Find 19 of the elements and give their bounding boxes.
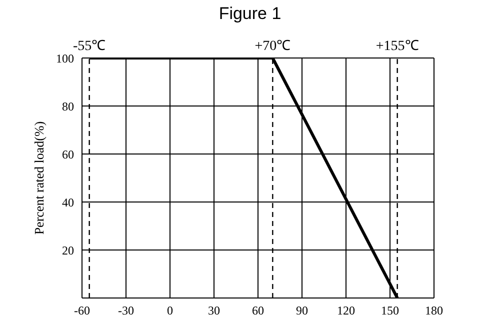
y-tick-label: 80 xyxy=(62,99,74,114)
y-tick-label: 40 xyxy=(62,195,74,210)
x-tick-label: -30 xyxy=(118,304,134,318)
x-tick-label: 120 xyxy=(337,304,355,318)
y-tick-label: 60 xyxy=(62,147,74,162)
x-tick-label: 90 xyxy=(296,304,308,318)
y-axis-title: Percent rated load(%) xyxy=(32,121,47,235)
x-tick-label: 180 xyxy=(425,304,443,318)
x-tick-label: 30 xyxy=(208,304,220,318)
ref-line-label: +155℃ xyxy=(376,39,419,54)
x-tick-label: -60 xyxy=(74,304,90,318)
x-tick-label: 60 xyxy=(252,304,264,318)
ref-line-label: +70℃ xyxy=(254,39,291,54)
x-tick-label: 0 xyxy=(167,304,173,318)
y-tick-label: 100 xyxy=(56,51,74,66)
ref-line-label: -55℃ xyxy=(72,39,106,54)
y-tick-label: 20 xyxy=(62,243,74,258)
x-tick-label: 150 xyxy=(381,304,399,318)
chart-title: Figure 1 xyxy=(218,4,282,24)
